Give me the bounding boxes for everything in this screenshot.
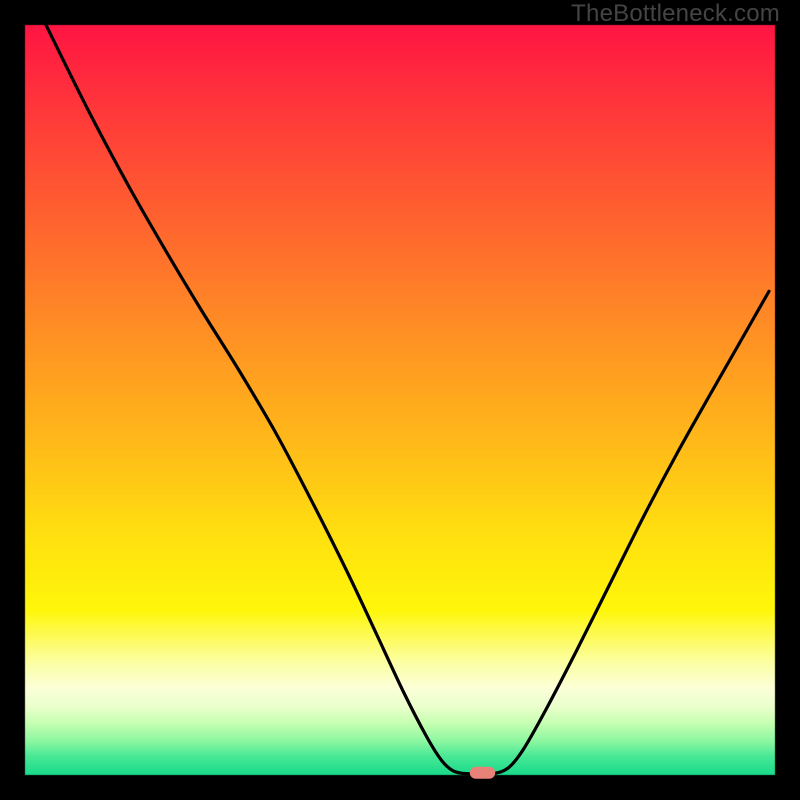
chart-stage: TheBottleneck.com [0, 0, 800, 800]
gradient-background [0, 0, 800, 800]
watermark-text: TheBottleneck.com [571, 0, 780, 28]
